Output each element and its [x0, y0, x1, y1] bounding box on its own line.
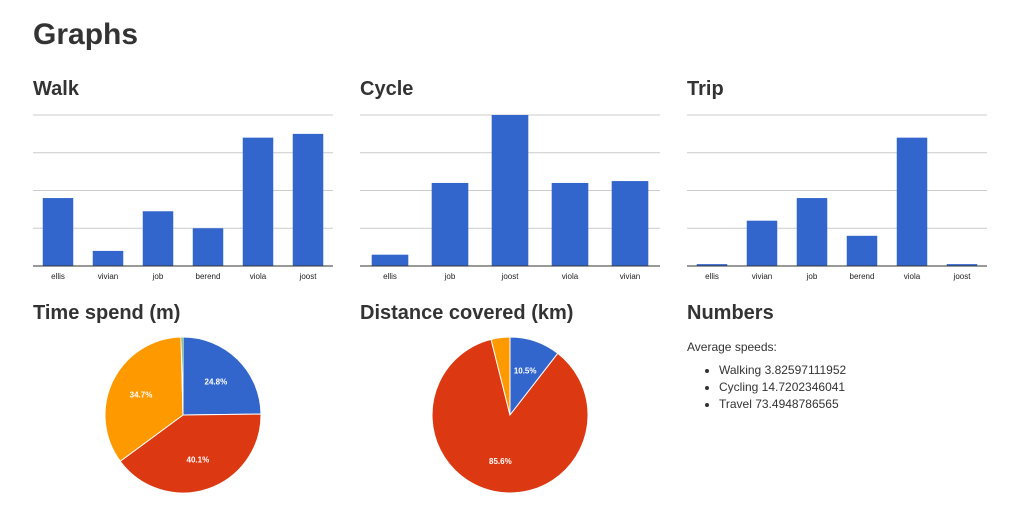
trip-bar-chart: ellis vivian job berend viola joost: [687, 114, 987, 281]
trip-tick-label: joost: [953, 272, 972, 281]
trip-bar-vivian: [746, 220, 778, 266]
time-slice-2: [104, 336, 184, 462]
numbers-title: Numbers: [687, 302, 774, 324]
walk-bar-job: [142, 211, 174, 266]
walk-chart-title: Walk: [33, 78, 79, 100]
trip-bar-berend: [846, 235, 878, 266]
distance-pie-chart: 10.5% 85.6%: [431, 336, 589, 494]
cycle-bar-viola: [551, 182, 589, 266]
trip-tick-label: viola: [904, 272, 921, 281]
time-pie-chart: 24.8% 40.1% 34.7%: [104, 336, 262, 494]
cycle-chart-title: Cycle: [360, 78, 414, 100]
time-slice-label: 24.8%: [205, 378, 228, 387]
trip-bar-ellis: [696, 264, 728, 266]
cycle-tick-label: joost: [501, 272, 520, 281]
cycle-tick-label: vivian: [620, 272, 640, 281]
walk-tick-label: ellis: [51, 272, 65, 281]
numbers-intro: Average speeds:: [687, 340, 777, 354]
cycle-tick-label: ellis: [383, 272, 397, 281]
walk-tick-label: viola: [250, 272, 267, 281]
distance-slice-label: 10.5%: [514, 367, 537, 376]
distance-slice-1: [431, 338, 589, 494]
time-slice-1: [119, 413, 262, 494]
time-slice-label: 40.1%: [187, 455, 210, 464]
time-chart-title: Time spend (m): [33, 302, 181, 324]
page-title: Graphs: [33, 18, 139, 51]
walk-bar-joost: [292, 133, 324, 266]
distance-slice-label: 85.6%: [489, 457, 512, 466]
walk-tick-label: job: [152, 272, 164, 281]
walk-tick-label: joost: [299, 272, 318, 281]
distance-slice-2: [490, 336, 511, 416]
walk-tick-label: berend: [196, 272, 221, 281]
speed-walking: Walking 3.82597111952: [719, 362, 846, 379]
cycle-tick-label: job: [444, 272, 456, 281]
time-slice-0: [182, 336, 262, 416]
speed-travel: Travel 73.4948786565: [719, 396, 846, 413]
trip-chart-title: Trip: [687, 78, 724, 100]
walk-bar-chart: ellis vivian job berend viola joost: [33, 114, 333, 281]
trip-tick-label: berend: [850, 272, 875, 281]
walk-bar-ellis: [42, 198, 74, 266]
average-speeds-list: Walking 3.82597111952 Cycling 14.7202346…: [687, 362, 846, 413]
cycle-bar-joost: [491, 115, 529, 266]
walk-bar-vivian: [92, 250, 124, 266]
cycle-bar-vivian: [611, 181, 649, 266]
walk-tick-label: vivian: [98, 272, 118, 281]
cycle-bar-job: [431, 182, 469, 266]
speed-cycling: Cycling 14.7202346041: [719, 379, 846, 396]
cycle-bar-chart: ellis job joost viola vivian: [360, 114, 660, 281]
distance-chart-title: Distance covered (km): [360, 302, 574, 324]
time-slice-label: 34.7%: [130, 390, 153, 399]
time-slice-3: [180, 336, 184, 416]
cycle-tick-label: viola: [562, 272, 579, 281]
trip-bar-joost: [946, 264, 978, 266]
trip-bar-job: [796, 198, 828, 266]
trip-tick-label: vivian: [752, 272, 772, 281]
cycle-bar-ellis: [371, 254, 409, 266]
walk-bar-berend: [192, 228, 224, 266]
trip-bar-viola: [896, 137, 928, 266]
trip-tick-label: ellis: [705, 272, 719, 281]
walk-bar-viola: [242, 137, 274, 266]
trip-tick-label: job: [806, 272, 818, 281]
